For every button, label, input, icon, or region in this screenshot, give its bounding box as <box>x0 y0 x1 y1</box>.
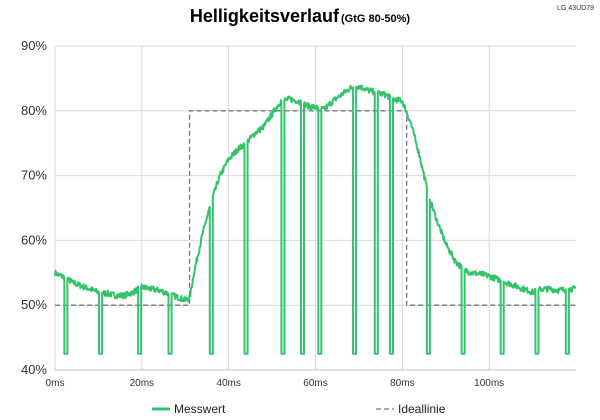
series-messwert-line <box>54 84 577 355</box>
x-tick-label: 80ms <box>390 378 414 389</box>
x-tick-label: 40ms <box>216 378 240 389</box>
x-tick-label: 20ms <box>130 378 154 389</box>
y-tick-label: 40% <box>21 362 47 377</box>
x-tick-label: 0ms <box>46 378 65 389</box>
y-tick-label: 60% <box>21 232 47 247</box>
y-tick-label: 90% <box>21 38 47 53</box>
chart-title-main: Helligkeitsverlauf <box>190 6 340 26</box>
y-tick-label: 80% <box>21 103 47 118</box>
y-tick-label: 70% <box>21 168 47 183</box>
legend-label-messwert: Messwert <box>174 402 226 416</box>
plot-area: 40% 50% 60% 70% 80% 90% 0ms 20ms 40ms 60ms 80ms 100… <box>21 38 577 389</box>
legend-label-ideallinie: Ideallinie <box>398 402 446 416</box>
chart-title: Helligkeitsverlauf (GtG 80-50%) <box>190 6 410 26</box>
x-tick-label: 100ms <box>474 378 504 389</box>
legend: Messwert Ideallinie <box>152 402 446 416</box>
y-tick-label: 50% <box>21 297 47 312</box>
chart-title-sub: (GtG 80-50%) <box>341 13 410 25</box>
series-ideallinie-line <box>55 110 576 306</box>
chart-corner-label: LG 43UD79 <box>557 5 594 12</box>
x-tick-label: 60ms <box>303 378 327 389</box>
